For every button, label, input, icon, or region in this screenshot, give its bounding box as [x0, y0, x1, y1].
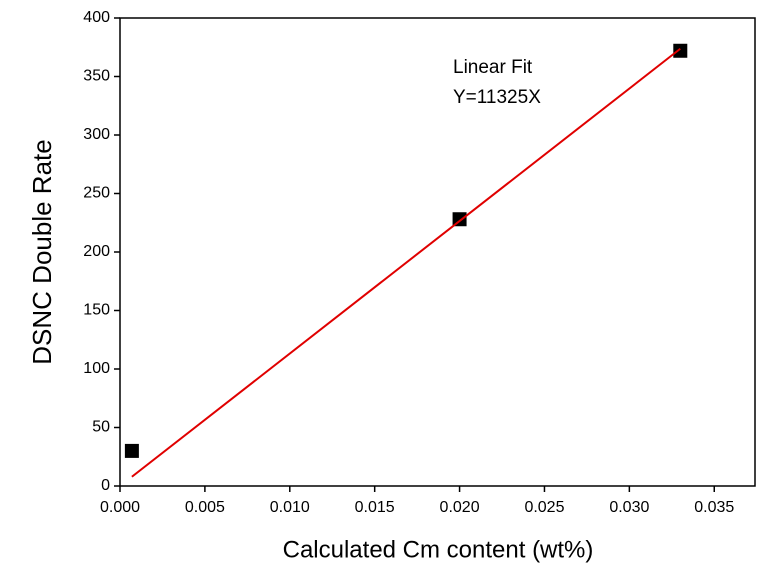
- fit-line: [131, 47, 681, 478]
- data-point: [673, 43, 688, 58]
- x-tick-label: 0.010: [270, 499, 310, 516]
- annotation: Linear Fit: [453, 57, 533, 78]
- y-tick-label: 400: [83, 9, 110, 26]
- x-tick-label: 0.025: [524, 499, 564, 516]
- x-axis-label: Calculated Cm content (wt%): [283, 536, 594, 563]
- x-tick-label: 0.035: [694, 499, 734, 516]
- y-tick-label: 50: [92, 419, 110, 436]
- y-tick-label: 250: [83, 185, 110, 202]
- y-tick-label: 200: [83, 243, 110, 260]
- x-tick-label: 0.005: [185, 499, 225, 516]
- y-tick-label: 100: [83, 360, 110, 377]
- data-point: [124, 443, 139, 458]
- y-tick-label: 300: [83, 126, 110, 143]
- y-tick-label: 0: [101, 477, 110, 494]
- x-tick-label: 0.020: [440, 499, 480, 516]
- x-tick-label: 0.000: [100, 499, 140, 516]
- plot-frame: [119, 17, 756, 487]
- x-tick-label: 0.015: [355, 499, 395, 516]
- y-tick-label: 150: [83, 302, 110, 319]
- y-tick-label: 350: [83, 68, 110, 85]
- x-tick-label: 0.030: [609, 499, 649, 516]
- y-axis-label: DSNC Double Rate: [27, 139, 57, 364]
- annotation: Y=11325X: [453, 87, 541, 108]
